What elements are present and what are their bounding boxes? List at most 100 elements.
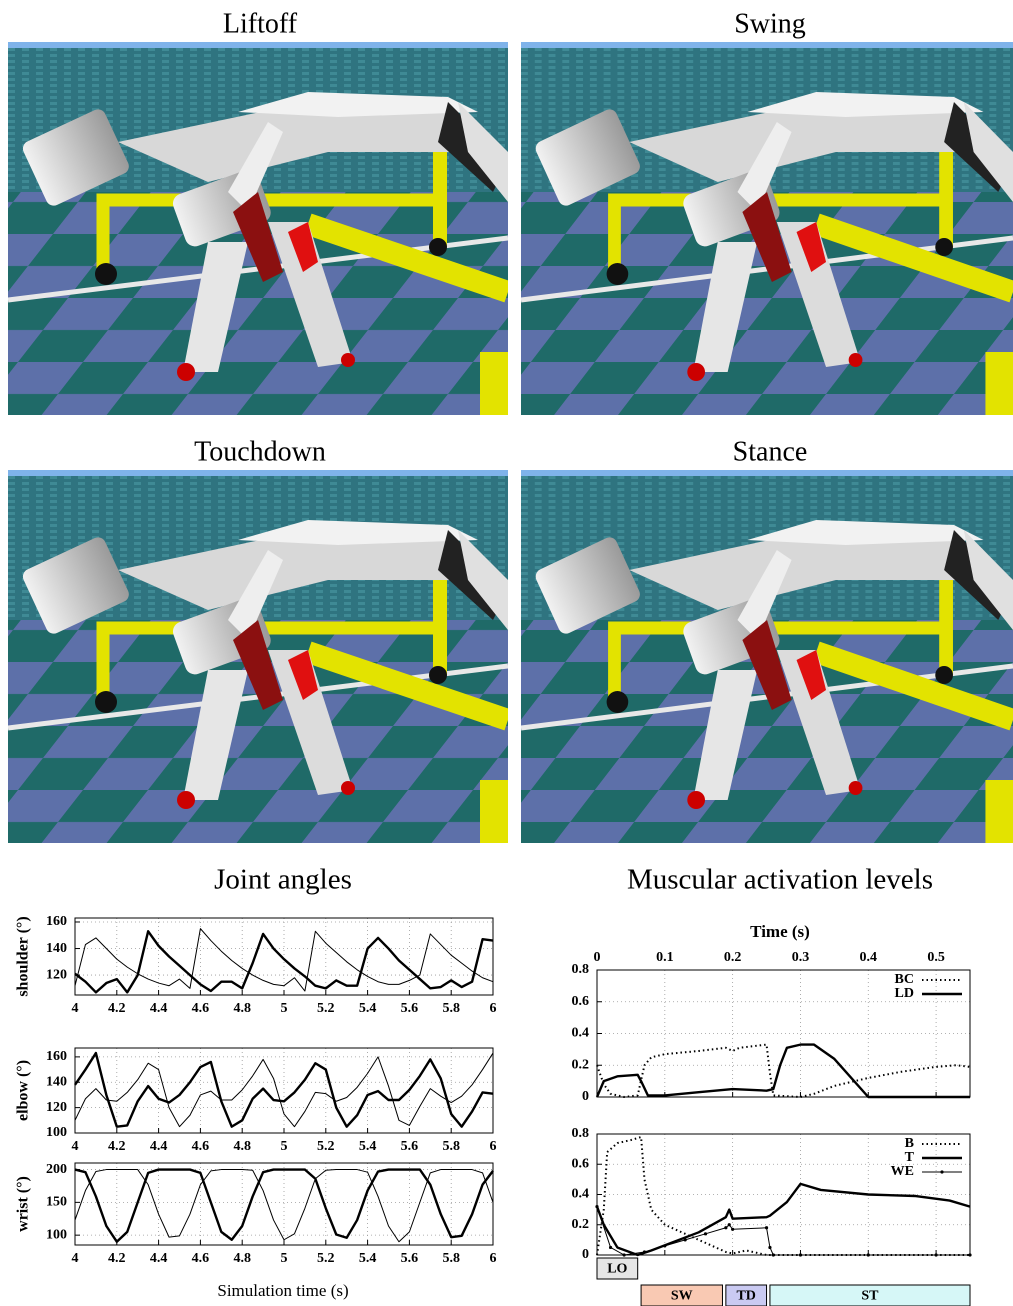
x-tick-label: 5 <box>281 1001 288 1016</box>
x-tick-label: 5 <box>281 1251 288 1266</box>
x-tick-label: 0.2 <box>724 950 742 965</box>
x-tick-label: 0.4 <box>860 950 878 965</box>
x-tick-label: 0.3 <box>792 950 810 965</box>
phase-label: ST <box>861 1289 879 1304</box>
y-tick-label: 140 <box>46 941 67 956</box>
panel-title: Swing <box>734 8 806 39</box>
chart-title: Muscular activation levels <box>627 864 933 896</box>
y-tick-label: 0.8 <box>572 1126 590 1141</box>
data-point <box>731 1228 734 1231</box>
x-tick-label: 6 <box>490 1251 497 1266</box>
x-tick-label: 5.6 <box>401 1001 419 1016</box>
y-tick-label: 0.4 <box>572 1026 590 1041</box>
y-axis-label: wrist (°) <box>15 1176 32 1232</box>
x-tick-label: 5.6 <box>401 1251 419 1266</box>
render-image <box>8 470 508 843</box>
y-tick-label: 150 <box>46 1195 67 1210</box>
x-tick-label: 4.2 <box>108 1139 126 1154</box>
x-tick-label: 0.5 <box>927 950 945 965</box>
scene-images <box>8 42 1013 843</box>
x-tick-label: 4.8 <box>233 1251 251 1266</box>
series-line <box>597 1184 970 1255</box>
x-tick-label: 4.6 <box>192 1001 210 1016</box>
y-tick-label: 0.2 <box>572 1217 590 1232</box>
x-tick-label: 4.4 <box>150 1251 168 1266</box>
legend-label: BC <box>895 972 914 987</box>
x-tick-label: 4.4 <box>150 1001 168 1016</box>
data-point <box>728 1223 731 1226</box>
x-tick-label: 4.4 <box>150 1139 168 1154</box>
series-line <box>597 1045 970 1097</box>
x-tick-label: 5.8 <box>442 1251 460 1266</box>
y-tick-label: 120 <box>46 1100 67 1115</box>
y-tick-label: 0.6 <box>572 1156 590 1171</box>
x-tick-label: 5.2 <box>317 1001 335 1016</box>
panel-title: Stance <box>733 436 808 467</box>
panel-title: Liftoff <box>223 8 298 39</box>
series-line <box>597 1045 970 1097</box>
data-point <box>768 1246 771 1249</box>
x-tick-label: 5.4 <box>359 1139 377 1154</box>
legend-label: B <box>905 1136 914 1151</box>
x-tick-label: 5.2 <box>317 1251 335 1266</box>
panel-title: Touchdown <box>194 436 326 467</box>
y-tick-label: 200 <box>46 1162 67 1177</box>
plot-frame <box>597 970 970 1097</box>
x-tick-label: 4.2 <box>108 1001 126 1016</box>
legend-label: WE <box>891 1164 914 1179</box>
series-line <box>75 931 493 992</box>
render-image <box>521 42 1013 415</box>
y-tick-label: 0 <box>582 1247 589 1262</box>
data-point <box>609 1246 612 1249</box>
x-tick-label: 4 <box>72 1001 79 1016</box>
x-tick-label: 5.8 <box>442 1001 460 1016</box>
x-tick-label: 5.6 <box>401 1139 419 1154</box>
y-axis-label: elbow (°) <box>15 1060 32 1121</box>
y-tick-label: 0.6 <box>572 994 590 1009</box>
x-axis-label: Simulation time (s) <box>217 1281 348 1300</box>
render-image <box>8 42 508 415</box>
phase-label: SW <box>671 1289 693 1304</box>
y-tick-label: 0 <box>582 1089 589 1104</box>
y-tick-label: 100 <box>46 1125 67 1140</box>
y-tick-label: 120 <box>46 967 67 982</box>
x-tick-label: 5.2 <box>317 1139 335 1154</box>
x-tick-label: 6 <box>490 1001 497 1016</box>
y-tick-label: 0.4 <box>572 1187 590 1202</box>
x-tick-label: 4 <box>72 1251 79 1266</box>
render-image <box>521 470 1013 843</box>
x-tick-label: 4 <box>72 1139 79 1154</box>
y-tick-label: 140 <box>46 1074 67 1089</box>
plot-frame <box>75 918 493 995</box>
figure: Liftoff Swing Touchdown Stance Joint ang… <box>0 0 1013 1306</box>
x-tick-label: 0.1 <box>656 950 674 965</box>
x-tick-label: 5 <box>281 1139 288 1154</box>
data-point <box>643 1250 646 1253</box>
y-tick-label: 160 <box>46 914 67 929</box>
x-axis-label: Time (s) <box>750 922 810 941</box>
x-tick-label: 4.2 <box>108 1251 126 1266</box>
y-tick-label: 100 <box>46 1227 67 1242</box>
data-point <box>663 1244 666 1247</box>
y-axis-label: shoulder (°) <box>15 916 32 996</box>
series-line <box>75 1170 493 1242</box>
x-tick-label: 5.4 <box>359 1251 377 1266</box>
data-point <box>684 1238 687 1241</box>
data-point <box>704 1232 707 1235</box>
phase-label: TD <box>736 1289 755 1304</box>
legend-swatch <box>940 1170 943 1173</box>
phase-label: LO <box>607 1262 627 1277</box>
legend-label: LD <box>895 986 914 1001</box>
x-tick-label: 0 <box>594 950 601 965</box>
x-tick-label: 4.6 <box>192 1139 210 1154</box>
y-tick-label: 0.2 <box>572 1057 590 1072</box>
y-tick-label: 160 <box>46 1049 67 1064</box>
chart-title: Joint angles <box>214 864 352 896</box>
x-tick-label: 4.8 <box>233 1139 251 1154</box>
series-line <box>597 1207 970 1255</box>
data-point <box>765 1226 768 1229</box>
x-tick-label: 4.6 <box>192 1251 210 1266</box>
data-point <box>724 1226 727 1229</box>
x-tick-label: 4.8 <box>233 1001 251 1016</box>
x-tick-label: 6 <box>490 1139 497 1154</box>
